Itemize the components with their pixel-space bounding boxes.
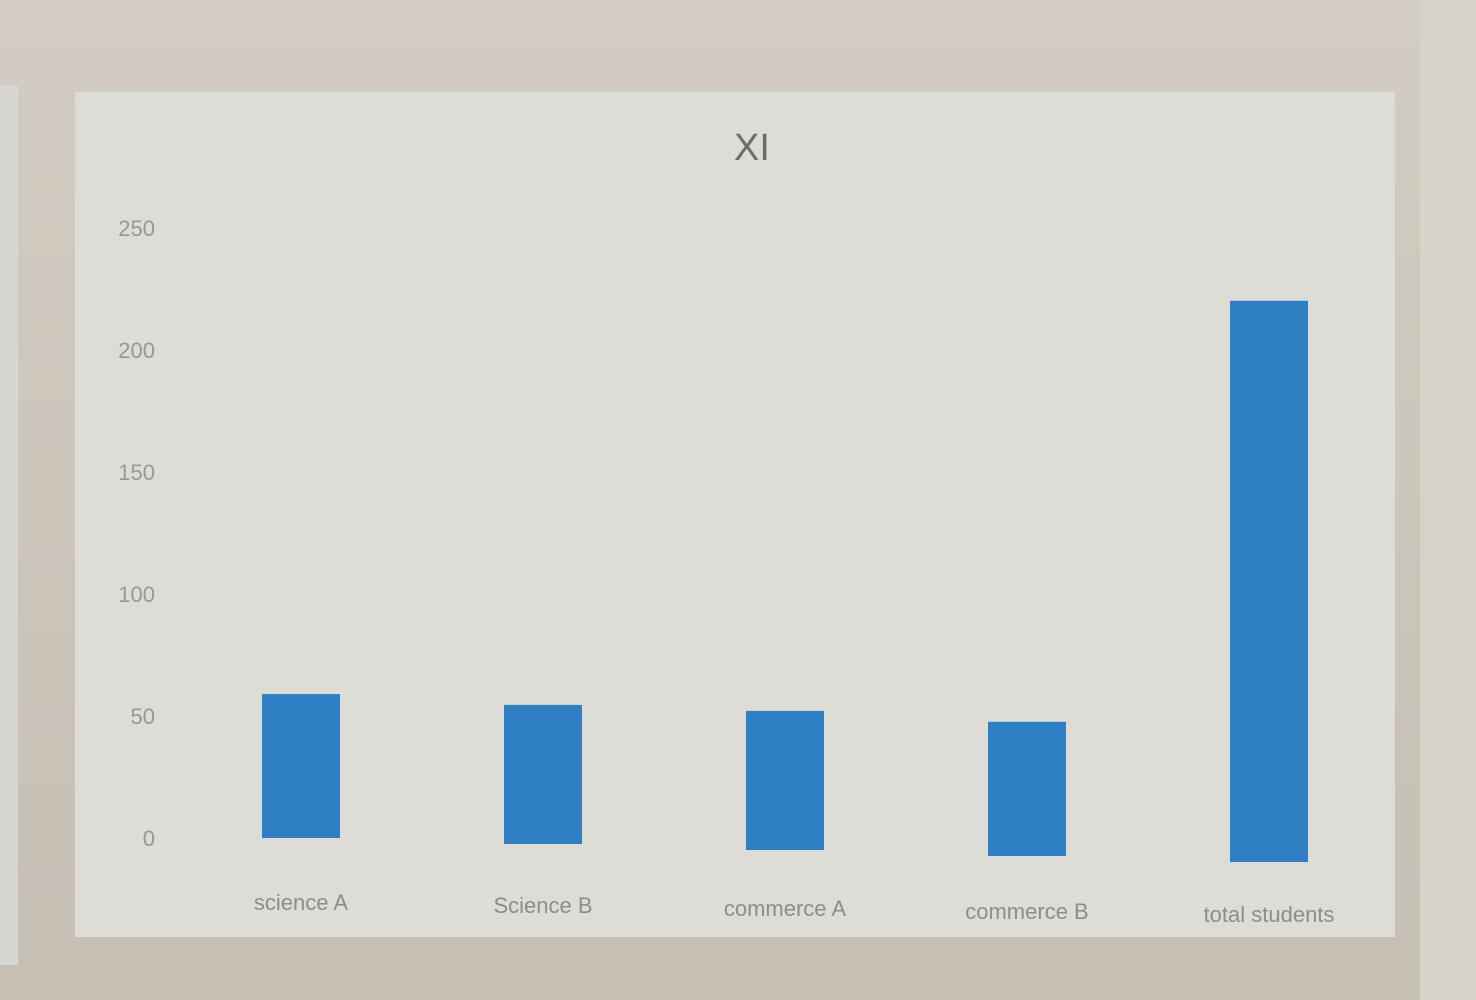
left-page-edge: [0, 85, 18, 965]
chart-title: XI: [734, 127, 770, 169]
bar: [988, 721, 1066, 856]
x-tick-label: commerce B: [965, 899, 1088, 924]
bar: [1230, 300, 1308, 862]
x-tick-label: science A: [254, 890, 348, 915]
right-page-edge: [1420, 0, 1476, 1000]
y-tick-label: 100: [118, 582, 155, 607]
bar: [746, 710, 824, 850]
x-axis-labels: science A Science B commerce A commerce B to…: [254, 890, 1335, 927]
y-tick-label: 50: [131, 704, 155, 729]
y-tick-label: 200: [118, 338, 155, 363]
bar: [262, 694, 340, 838]
x-tick-label: total students: [1204, 902, 1335, 927]
x-tick-label: Science B: [493, 893, 592, 918]
y-tick-label: 250: [118, 216, 155, 241]
y-tick-label: 150: [118, 460, 155, 485]
y-tick-label: 0: [143, 826, 155, 851]
bars-group: [262, 300, 1308, 862]
bar: [504, 704, 582, 844]
y-axis-ticks: 0 50 100 150 200 250: [118, 216, 155, 851]
x-tick-label: commerce A: [724, 896, 847, 921]
